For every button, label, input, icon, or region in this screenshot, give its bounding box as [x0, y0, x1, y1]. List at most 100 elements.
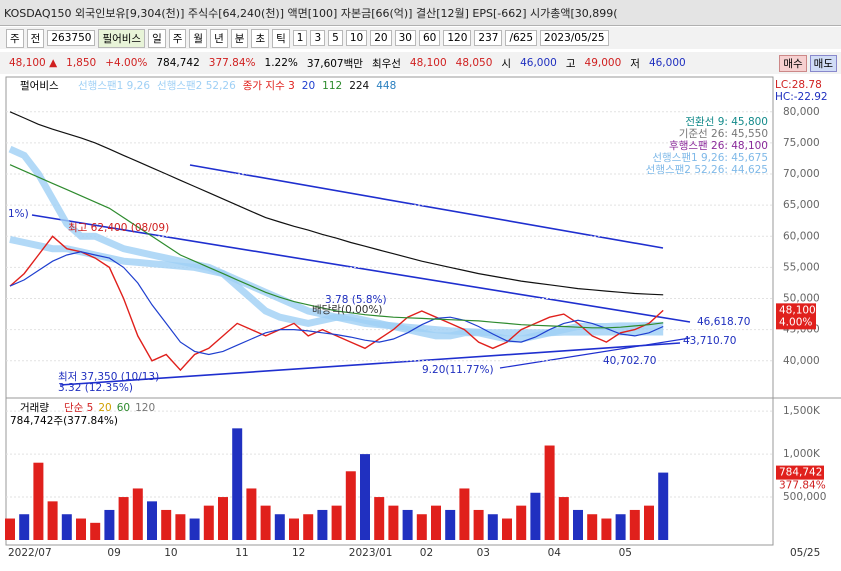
volume-bar: [274, 514, 285, 540]
y-tick-label: 40,000: [783, 355, 820, 367]
volume-bar: [90, 522, 101, 540]
volume-bar: [246, 488, 257, 540]
volume-bar: [104, 509, 115, 540]
quote-field: 48,100: [409, 57, 447, 69]
annotation: 배당락(0.00%): [312, 304, 383, 316]
toolbar-button[interactable]: 전: [26, 28, 45, 48]
legend-entry: 120: [135, 402, 155, 414]
y-tick-label: 55,000: [783, 261, 820, 273]
legend-entry: 20: [302, 80, 315, 92]
volume-bar: [33, 462, 44, 540]
quote-field: 저: [630, 57, 640, 70]
volume-bar: [416, 514, 427, 540]
volume-bar: [658, 472, 669, 540]
trend-line: [189, 164, 664, 249]
title-bar: KOSDAQ150 외국인보유[9,304(천)] 주식수[64,240(천)]…: [0, 0, 841, 26]
legend-entry: 단순 5: [64, 402, 93, 414]
buy-button[interactable]: 매수: [779, 54, 807, 72]
toolbar-button[interactable]: 주: [168, 28, 187, 48]
volume-bar: [374, 497, 385, 540]
toolbar-button[interactable]: 틱: [272, 28, 290, 48]
quote-field: 48,050: [455, 57, 493, 69]
annotation: 40,702.70: [603, 355, 656, 367]
volume-bar: [147, 501, 157, 540]
volume-bar: [601, 518, 612, 540]
legend-entry: 448: [376, 80, 396, 92]
x-tick-label: 05: [619, 547, 632, 559]
hc-label: HC:-22.92: [775, 91, 828, 103]
volume-bar: [47, 501, 58, 540]
volume-bar: [5, 518, 15, 540]
quote-field: 고: [565, 57, 576, 70]
toolbar-button[interactable]: 60: [418, 30, 441, 46]
y-tick-label: 50,000: [783, 293, 820, 305]
y-tick-label: 70,000: [783, 168, 820, 180]
toolbar-button[interactable]: 20: [370, 30, 392, 46]
toolbar-button[interactable]: 분: [230, 28, 249, 48]
toolbar-button[interactable]: 5: [328, 30, 343, 46]
volume-bar: [203, 505, 214, 540]
x-tick-label: 02: [420, 547, 433, 559]
toolbar-button[interactable]: 263750: [47, 30, 96, 46]
volume-bar: [544, 445, 555, 540]
legend-entry: 종가 지수 3: [243, 80, 295, 92]
toolbar-button[interactable]: 월: [189, 28, 208, 48]
volume-bar: [459, 488, 470, 540]
y-tick-label: 1,500K: [783, 405, 821, 417]
volume-bar: [161, 509, 172, 540]
volume-bar: [530, 492, 541, 540]
volume-bar: [76, 518, 86, 540]
toolbar-button[interactable]: /625: [505, 30, 538, 46]
toolbar-button[interactable]: 3: [310, 30, 326, 46]
plot-frame: [5, 76, 774, 546]
volume-bar: [587, 514, 598, 540]
toolbar-button[interactable]: 초: [251, 28, 270, 48]
volume-bar: [289, 518, 299, 540]
annotation: 1%): [8, 208, 29, 220]
info-line: 기준선 26: 45,550: [679, 128, 768, 140]
quote-field: 49,000: [584, 57, 622, 69]
title: KOSDAQ150 외국인보유[9,304(천)] 주식수[64,240(천)]…: [4, 7, 618, 20]
legend-entry: 선행스팬1 9,26: [78, 80, 150, 92]
quote-field: 최우선: [371, 57, 401, 70]
volume-bar: [360, 454, 370, 540]
trend-line: [59, 342, 681, 386]
lc-label: LC:28.78: [775, 79, 822, 91]
volume-bar: [516, 505, 527, 540]
y-tick-label: 60,000: [783, 230, 820, 242]
last-price: 48,100: [779, 304, 816, 316]
y-tick-label: 80,000: [783, 106, 820, 118]
toolbar-button[interactable]: 237: [474, 30, 503, 46]
annotation: 9.20(11.77%): [422, 364, 494, 376]
volume-bar: [232, 428, 243, 540]
x-tick-label: 10: [164, 547, 177, 559]
annotation: 최저 37,350 (10/13): [58, 371, 159, 383]
volume-bar: [388, 505, 399, 540]
toolbar-button[interactable]: 년: [210, 28, 228, 48]
toolbar-button[interactable]: 주: [6, 28, 24, 48]
toolbar-button[interactable]: 필어비스: [98, 28, 146, 48]
panel-label: 펄어비스: [20, 80, 59, 92]
toolbar-button[interactable]: 10: [345, 30, 368, 46]
sell-button[interactable]: 매도: [809, 54, 837, 72]
toolbar-button[interactable]: 1: [292, 30, 308, 46]
volume-bar: [558, 497, 569, 540]
volume-bar: [402, 509, 413, 540]
volume-bar: [19, 514, 30, 540]
volume-bar: [132, 488, 143, 540]
y-tick-label: 1,000K: [783, 448, 821, 460]
volume-bar: [118, 497, 129, 540]
quote-field: 1,850: [66, 57, 97, 69]
volume-bar: [189, 518, 200, 540]
toolbar-button[interactable]: 30: [394, 30, 416, 46]
toolbar-button[interactable]: 일: [148, 28, 166, 48]
toolbar-button[interactable]: 120: [443, 30, 472, 46]
quote-field: +4.00%: [105, 57, 148, 69]
toolbar-button[interactable]: 2023/05/25: [540, 30, 609, 46]
volume-bar: [644, 505, 654, 540]
volume-bar: [331, 505, 342, 540]
y-tick-label: 65,000: [783, 199, 820, 211]
quote-field: 46,000: [648, 57, 686, 69]
